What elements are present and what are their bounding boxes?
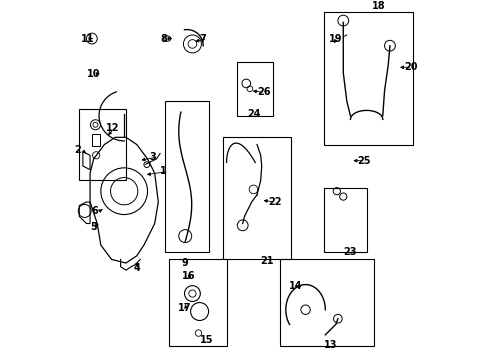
Text: 11: 11 <box>81 33 94 44</box>
Text: 2: 2 <box>74 145 81 155</box>
Bar <box>165 102 208 252</box>
Text: 10: 10 <box>86 69 100 80</box>
Bar <box>92 134 100 146</box>
Text: 7: 7 <box>199 33 206 44</box>
Text: 15: 15 <box>199 335 213 345</box>
Text: 21: 21 <box>260 256 274 266</box>
Text: 22: 22 <box>267 197 281 207</box>
Bar <box>223 137 290 260</box>
Text: 5: 5 <box>90 222 97 232</box>
Text: 1: 1 <box>160 166 166 176</box>
Text: 17: 17 <box>178 303 191 313</box>
Text: 16: 16 <box>181 271 195 280</box>
Text: 19: 19 <box>328 33 342 44</box>
Text: 14: 14 <box>289 282 302 291</box>
Text: 9: 9 <box>181 258 188 268</box>
Bar <box>323 188 366 252</box>
Text: 4: 4 <box>133 264 140 273</box>
Text: 20: 20 <box>404 62 417 72</box>
Text: 8: 8 <box>160 33 166 44</box>
Text: 24: 24 <box>247 109 260 119</box>
Text: 26: 26 <box>257 87 270 98</box>
Text: 12: 12 <box>106 123 120 133</box>
Text: 23: 23 <box>343 247 356 257</box>
Bar <box>280 260 373 346</box>
Text: 3: 3 <box>149 152 156 162</box>
Bar <box>323 12 412 144</box>
Bar <box>237 62 273 116</box>
Text: 18: 18 <box>371 1 385 11</box>
Text: 25: 25 <box>357 156 370 166</box>
Bar <box>79 109 126 180</box>
Bar <box>169 260 226 346</box>
Text: 13: 13 <box>323 340 336 350</box>
Text: 6: 6 <box>92 206 99 216</box>
